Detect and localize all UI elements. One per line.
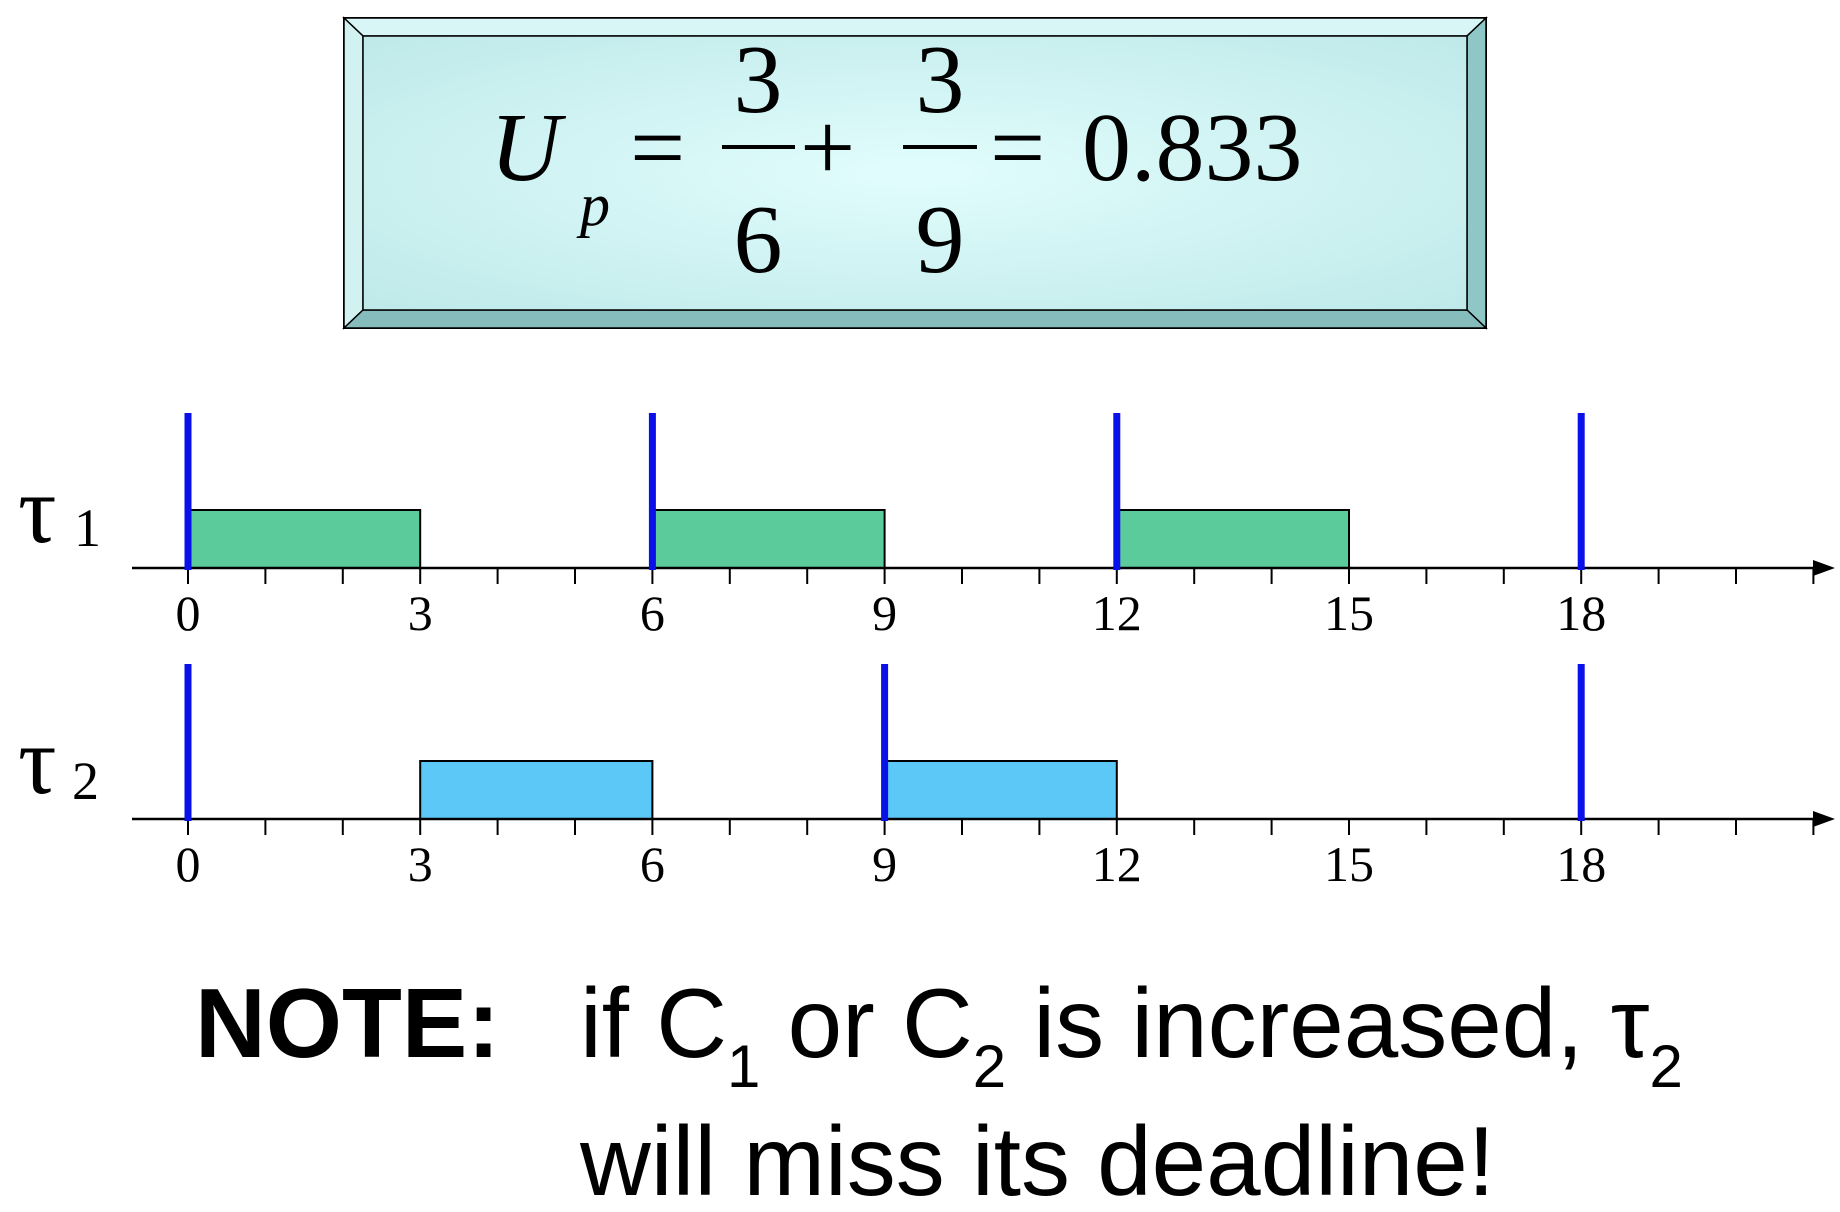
tick-label: 6 bbox=[640, 836, 665, 892]
task-2-job-1 bbox=[419, 760, 654, 820]
tick-label: 15 bbox=[1324, 836, 1374, 892]
formula: U p = 3 6 + 3 9 = 0.833 bbox=[490, 26, 1303, 294]
formula-bevel-right bbox=[1466, 16, 1487, 330]
tick-label: 12 bbox=[1092, 585, 1142, 641]
tick-label: 3 bbox=[408, 836, 433, 892]
term1-numerator: 3 bbox=[734, 26, 783, 134]
tick-label: 0 bbox=[176, 836, 201, 892]
note-label: NOTE: bbox=[195, 968, 500, 1078]
formula-box-face bbox=[362, 35, 1468, 311]
tick-label: 0 bbox=[176, 585, 201, 641]
formula-plus: + bbox=[800, 94, 855, 202]
task-2-symbol: τ bbox=[18, 707, 57, 814]
tick-label: 3 bbox=[408, 585, 433, 641]
note-sub-3: 2 bbox=[1649, 1033, 1682, 1100]
term1-denominator: 6 bbox=[734, 186, 783, 294]
task-1-job-3 bbox=[1115, 509, 1351, 569]
formula-result: 0.833 bbox=[1082, 94, 1303, 202]
formula-box: U p = 3 6 + 3 9 = 0.833 bbox=[342, 16, 1488, 330]
note: NOTE: if C1 or C2 is increased, τ2 will … bbox=[195, 968, 1683, 1212]
timeline-task-2: 0 3 6 9 12 15 18 bbox=[132, 664, 1835, 892]
formula-equals-2: = bbox=[990, 94, 1045, 202]
note-text-2: or C bbox=[760, 968, 972, 1078]
note-sub-2: 2 bbox=[973, 1033, 1006, 1100]
formula-equals-1: = bbox=[630, 94, 685, 202]
tick-label: 18 bbox=[1556, 836, 1606, 892]
task-2-subscript: 2 bbox=[72, 751, 99, 811]
note-text-1: if C bbox=[580, 968, 727, 1078]
note-text-3: is increased, τ bbox=[1006, 968, 1649, 1078]
tick-label: 9 bbox=[872, 836, 897, 892]
axis-arrowhead bbox=[1813, 811, 1835, 827]
task-1-label: τ 1 bbox=[18, 456, 101, 563]
note-sub-1: 1 bbox=[727, 1033, 760, 1100]
formula-lhs-subscript: p bbox=[576, 172, 610, 238]
axis-arrowhead bbox=[1813, 560, 1835, 576]
formula-lhs-symbol: U bbox=[490, 94, 567, 202]
task-2-label: τ 2 bbox=[18, 707, 99, 814]
task-1-job-2 bbox=[651, 509, 886, 569]
timeline-task-1: 0 3 6 9 12 15 18 bbox=[132, 413, 1835, 641]
term2-numerator: 3 bbox=[916, 26, 965, 134]
formula-bevel-bottom bbox=[342, 309, 1488, 329]
task-1-symbol: τ bbox=[18, 456, 57, 563]
task-2-job-2 bbox=[883, 760, 1118, 820]
tick-label: 18 bbox=[1556, 585, 1606, 641]
note-line-1: if C1 or C2 is increased, τ2 bbox=[580, 968, 1683, 1100]
note-line-2: will miss its deadline! bbox=[579, 1106, 1495, 1212]
tick-label: 6 bbox=[640, 585, 665, 641]
task-1-job-1 bbox=[187, 509, 422, 569]
formula-bevel-left bbox=[343, 16, 364, 330]
term2-denominator: 9 bbox=[916, 186, 965, 294]
tick-label: 12 bbox=[1092, 836, 1142, 892]
tick-label: 15 bbox=[1324, 585, 1374, 641]
tick-label: 9 bbox=[872, 585, 897, 641]
task-1-subscript: 1 bbox=[74, 498, 101, 558]
task-labels: τ 1 τ 2 bbox=[18, 456, 101, 814]
